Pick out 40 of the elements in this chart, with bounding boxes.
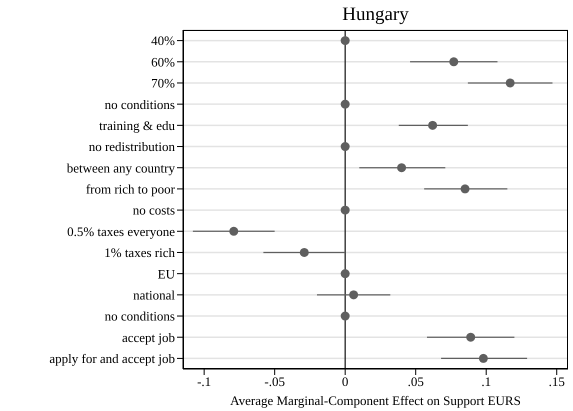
- x-tick-label: .15: [548, 374, 565, 390]
- point: [460, 184, 470, 194]
- point: [506, 78, 515, 88]
- point: [300, 248, 309, 257]
- y-tick-label: no conditions: [104, 308, 175, 324]
- y-tick-label: 60%: [151, 54, 176, 70]
- point: [449, 57, 458, 66]
- y-tick-label: apply for and accept job: [49, 351, 175, 366]
- point: [340, 312, 350, 321]
- x-axis-title: Average Marginal-Component Effect on Support EURS: [230, 393, 521, 408]
- point: [340, 100, 350, 109]
- y-tick-label: no costs: [132, 202, 175, 218]
- y-tick-label: 70%: [151, 76, 176, 91]
- chart-title: Hungary: [341, 4, 410, 26]
- point: [340, 269, 350, 278]
- y-tick-label: national: [133, 287, 176, 302]
- y-tick-label: 1% taxes rich: [104, 245, 176, 260]
- x-tick-label: -.1: [197, 374, 212, 390]
- x-tick-label: .1: [481, 374, 492, 390]
- y-tick-label: EU: [158, 266, 176, 282]
- point: [340, 206, 350, 215]
- y-tick-label: no conditions: [104, 96, 175, 112]
- y-tick-label: training & edu: [99, 118, 176, 133]
- point: [466, 332, 476, 342]
- y-tick-label: accept job: [122, 330, 175, 345]
- point: [478, 354, 488, 363]
- point: [340, 36, 350, 46]
- x-tick-label: 0: [342, 374, 348, 390]
- point: [428, 120, 438, 130]
- y-tick-label: no redistribution: [88, 139, 176, 154]
- x-tick-label: -.05: [264, 374, 285, 390]
- point: [397, 163, 406, 172]
- point: [340, 142, 350, 152]
- x-tick-label: .05: [408, 374, 424, 390]
- y-tick-label: from rich to poor: [86, 182, 176, 197]
- y-tick-label: between any country: [66, 160, 176, 176]
- point: [229, 226, 238, 236]
- y-tick-label: 0.5% taxes everyone: [67, 224, 176, 239]
- point: [349, 290, 358, 300]
- y-tick-label: 40%: [151, 33, 176, 48]
